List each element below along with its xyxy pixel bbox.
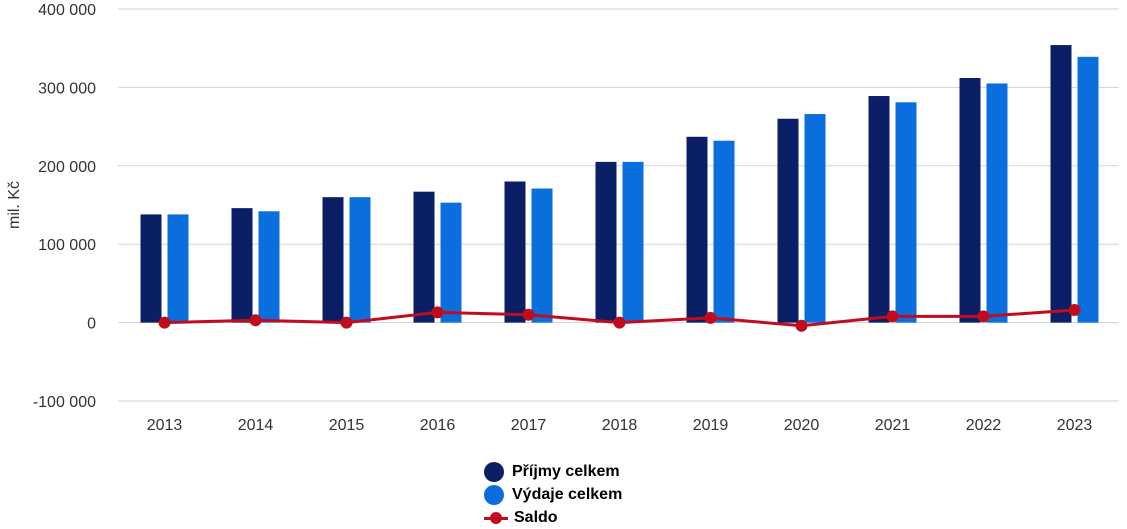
- x-tick-label-2017: 2017: [511, 417, 547, 434]
- legend-swatch-vydaje: [484, 484, 504, 505]
- x-tick-label-2014: 2014: [238, 417, 274, 434]
- saldo-point-2016: [431, 306, 444, 319]
- y-tick-label: -100 000: [33, 394, 96, 411]
- saldo-point-2013: [158, 316, 171, 329]
- bar-prijmy-2015: [322, 197, 344, 323]
- legend-label-prijmy: Příjmy celkem: [512, 462, 620, 480]
- bar-prijmy-2020: [777, 118, 799, 323]
- y-tick-label: 400 000: [38, 2, 96, 19]
- y-tick-labels: -100 000 0 100 000 200 000 300 000 400 000: [33, 2, 96, 411]
- x-tick-label-2015: 2015: [329, 417, 365, 434]
- bar-prijmy-2018: [595, 161, 617, 323]
- bar-prijmy-2019: [686, 136, 708, 323]
- saldo-point-2018: [613, 316, 626, 329]
- saldo-point-2021: [886, 310, 899, 323]
- bar-prijmy-2016: [413, 191, 435, 323]
- legend-swatch-saldo: [484, 508, 508, 528]
- bar-vydaje-2019: [713, 140, 735, 323]
- y-tick-label: 200 000: [38, 159, 96, 176]
- bar-vydaje-2016: [440, 202, 462, 323]
- bar-vydaje-2021: [895, 102, 917, 323]
- saldo-point-2017: [522, 308, 535, 321]
- grid-lines: [118, 8, 1119, 402]
- bar-prijmy-2021: [868, 96, 890, 323]
- x-tick-label-2016: 2016: [420, 417, 456, 434]
- bar-vydaje-2022: [986, 83, 1008, 323]
- bar-vydaje-2014: [258, 211, 280, 323]
- saldo-point-2023: [1068, 304, 1081, 317]
- bar-prijmy-2022: [959, 77, 981, 323]
- x-tick-label-2018: 2018: [602, 417, 638, 434]
- x-tick-labels: 2013 2014 2015 2016 2017 2018 2019 2020 2021 2022…: [147, 417, 1093, 434]
- bar-vydaje-2013: [167, 214, 189, 323]
- bar-prijmy-2014: [231, 208, 253, 323]
- legend-swatch-prijmy: [484, 461, 504, 482]
- x-tick-label-2023: 2023: [1057, 417, 1093, 434]
- legend: Příjmy celkem Výdaje celkem Saldo: [484, 460, 622, 529]
- bar-vydaje-2017: [531, 188, 553, 323]
- x-tick-label-2020: 2020: [784, 417, 820, 434]
- legend-item-prijmy[interactable]: Příjmy celkem: [484, 460, 622, 483]
- bar-prijmy-2013: [140, 214, 162, 323]
- legend-label-vydaje: Výdaje celkem: [512, 485, 623, 503]
- x-tick-label-2022: 2022: [966, 417, 1002, 434]
- legend-item-vydaje[interactable]: Výdaje celkem: [484, 483, 622, 506]
- bars: [140, 45, 1099, 323]
- y-tick-label: 100 000: [38, 237, 96, 254]
- y-tick-label: 300 000: [38, 80, 96, 97]
- bar-prijmy-2017: [504, 181, 526, 323]
- saldo-point-2015: [340, 316, 353, 329]
- saldo-point-2014: [249, 314, 262, 327]
- saldo-point-2020: [795, 319, 808, 332]
- saldo-point-2019: [704, 311, 717, 324]
- y-axis-label: mil. Kč: [6, 181, 23, 229]
- bar-vydaje-2015: [349, 197, 371, 323]
- x-tick-label-2021: 2021: [875, 417, 911, 434]
- y-tick-label: 0: [87, 316, 96, 333]
- legend-label-saldo: Saldo: [514, 508, 558, 526]
- bar-vydaje-2023: [1077, 56, 1099, 323]
- legend-item-saldo[interactable]: Saldo: [484, 506, 622, 529]
- bar-prijmy-2023: [1050, 45, 1072, 323]
- bar-vydaje-2018: [622, 161, 644, 323]
- x-tick-label-2013: 2013: [147, 417, 183, 434]
- saldo-line: [158, 304, 1081, 332]
- saldo-point-2022: [977, 310, 990, 323]
- x-tick-label-2019: 2019: [693, 417, 729, 434]
- bar-vydaje-2020: [804, 114, 826, 323]
